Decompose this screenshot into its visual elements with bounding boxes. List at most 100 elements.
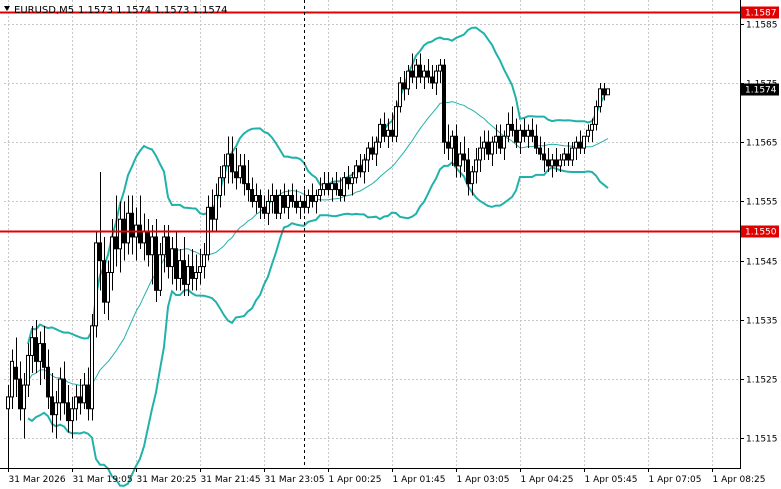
candle [162, 225, 166, 273]
candle-body [522, 129, 526, 137]
candle-body [290, 194, 294, 202]
candle-body [298, 200, 302, 208]
candles [6, 53, 610, 468]
candle [246, 159, 250, 202]
candle [486, 130, 490, 160]
time-tick-label: 1 Apr 01:45 [393, 475, 446, 485]
candle [198, 248, 202, 285]
candle [158, 242, 162, 297]
candle [118, 201, 122, 273]
price-tick-label: 1.1565 [746, 139, 778, 149]
candle-body [106, 272, 110, 303]
candle-body [242, 165, 246, 185]
candle-body [518, 129, 522, 143]
candle [278, 189, 282, 220]
candle-body [462, 153, 466, 161]
candle-body [362, 159, 366, 173]
candle-body [546, 159, 550, 167]
candle [530, 118, 534, 143]
candle [266, 189, 270, 226]
candle-body [110, 236, 114, 274]
candle-body [346, 177, 350, 185]
candle-body [314, 194, 318, 202]
candle-body [390, 129, 394, 137]
candle-body [418, 64, 422, 78]
candle-body [406, 70, 410, 90]
candle-body [274, 194, 278, 214]
candle [562, 148, 566, 166]
candle [526, 124, 530, 149]
candle [174, 231, 178, 291]
candle [274, 189, 278, 220]
candle [418, 53, 422, 83]
candle-body [594, 106, 598, 125]
horizontal-level-label-bg [741, 225, 779, 238]
candle [46, 349, 50, 409]
candle-body [358, 165, 362, 173]
candle [306, 189, 310, 214]
candle-body [254, 194, 258, 202]
candle-body [502, 135, 506, 149]
candle [546, 148, 550, 172]
candle-body [554, 159, 558, 167]
candle-body [310, 194, 314, 202]
candle-body [262, 206, 266, 214]
dropdown-triangle-icon[interactable] [4, 6, 10, 11]
candle-body [374, 141, 378, 155]
candle-body [370, 147, 374, 155]
candle [34, 319, 38, 374]
candle [210, 189, 214, 232]
time-tick-label: 31 Mar 23:05 [265, 475, 325, 485]
candle [434, 65, 438, 95]
time-tick-label: 1 Apr 05:45 [585, 475, 638, 485]
time-tick-label: 1 Apr 07:05 [649, 475, 702, 485]
candle [342, 171, 346, 202]
candle [6, 385, 10, 468]
candle-body [22, 384, 26, 410]
candle [514, 118, 518, 149]
candle [90, 313, 94, 421]
candle-body [326, 183, 330, 191]
candle [286, 189, 290, 220]
candle [406, 65, 410, 95]
candle [494, 124, 498, 155]
candle-body [30, 337, 34, 356]
candle-body [478, 147, 482, 161]
candle [254, 183, 258, 214]
candle-body [50, 396, 54, 416]
candle-body [142, 230, 146, 244]
candle [330, 177, 334, 202]
time-tick-label: 1 Apr 04:25 [521, 475, 574, 485]
price-tick-label: 1.1515 [746, 435, 778, 445]
candle-body [154, 236, 158, 291]
candle [366, 142, 370, 172]
candle [474, 148, 478, 184]
candle [190, 248, 194, 291]
candle-body [394, 106, 398, 137]
candle-body [10, 360, 14, 398]
candle-body [258, 194, 262, 208]
candle [194, 254, 198, 291]
candle-body [486, 141, 490, 155]
price-tick-label: 1.1555 [746, 198, 778, 208]
candle-body [238, 165, 242, 179]
candle-body [510, 123, 514, 131]
candle-body [158, 254, 162, 291]
candle [586, 124, 590, 143]
candle-body [218, 177, 222, 196]
candle-body [114, 236, 118, 250]
candle [94, 231, 98, 338]
candle [446, 124, 450, 160]
candle [18, 361, 22, 421]
axes [0, 0, 741, 469]
candle-body [322, 183, 326, 191]
candle [62, 361, 66, 415]
candle-body [530, 129, 534, 137]
candle [550, 154, 554, 178]
candle-body [130, 212, 134, 238]
candle-body [450, 135, 454, 149]
candle-body [494, 135, 498, 143]
candle [542, 142, 546, 172]
candle-body [458, 153, 462, 167]
